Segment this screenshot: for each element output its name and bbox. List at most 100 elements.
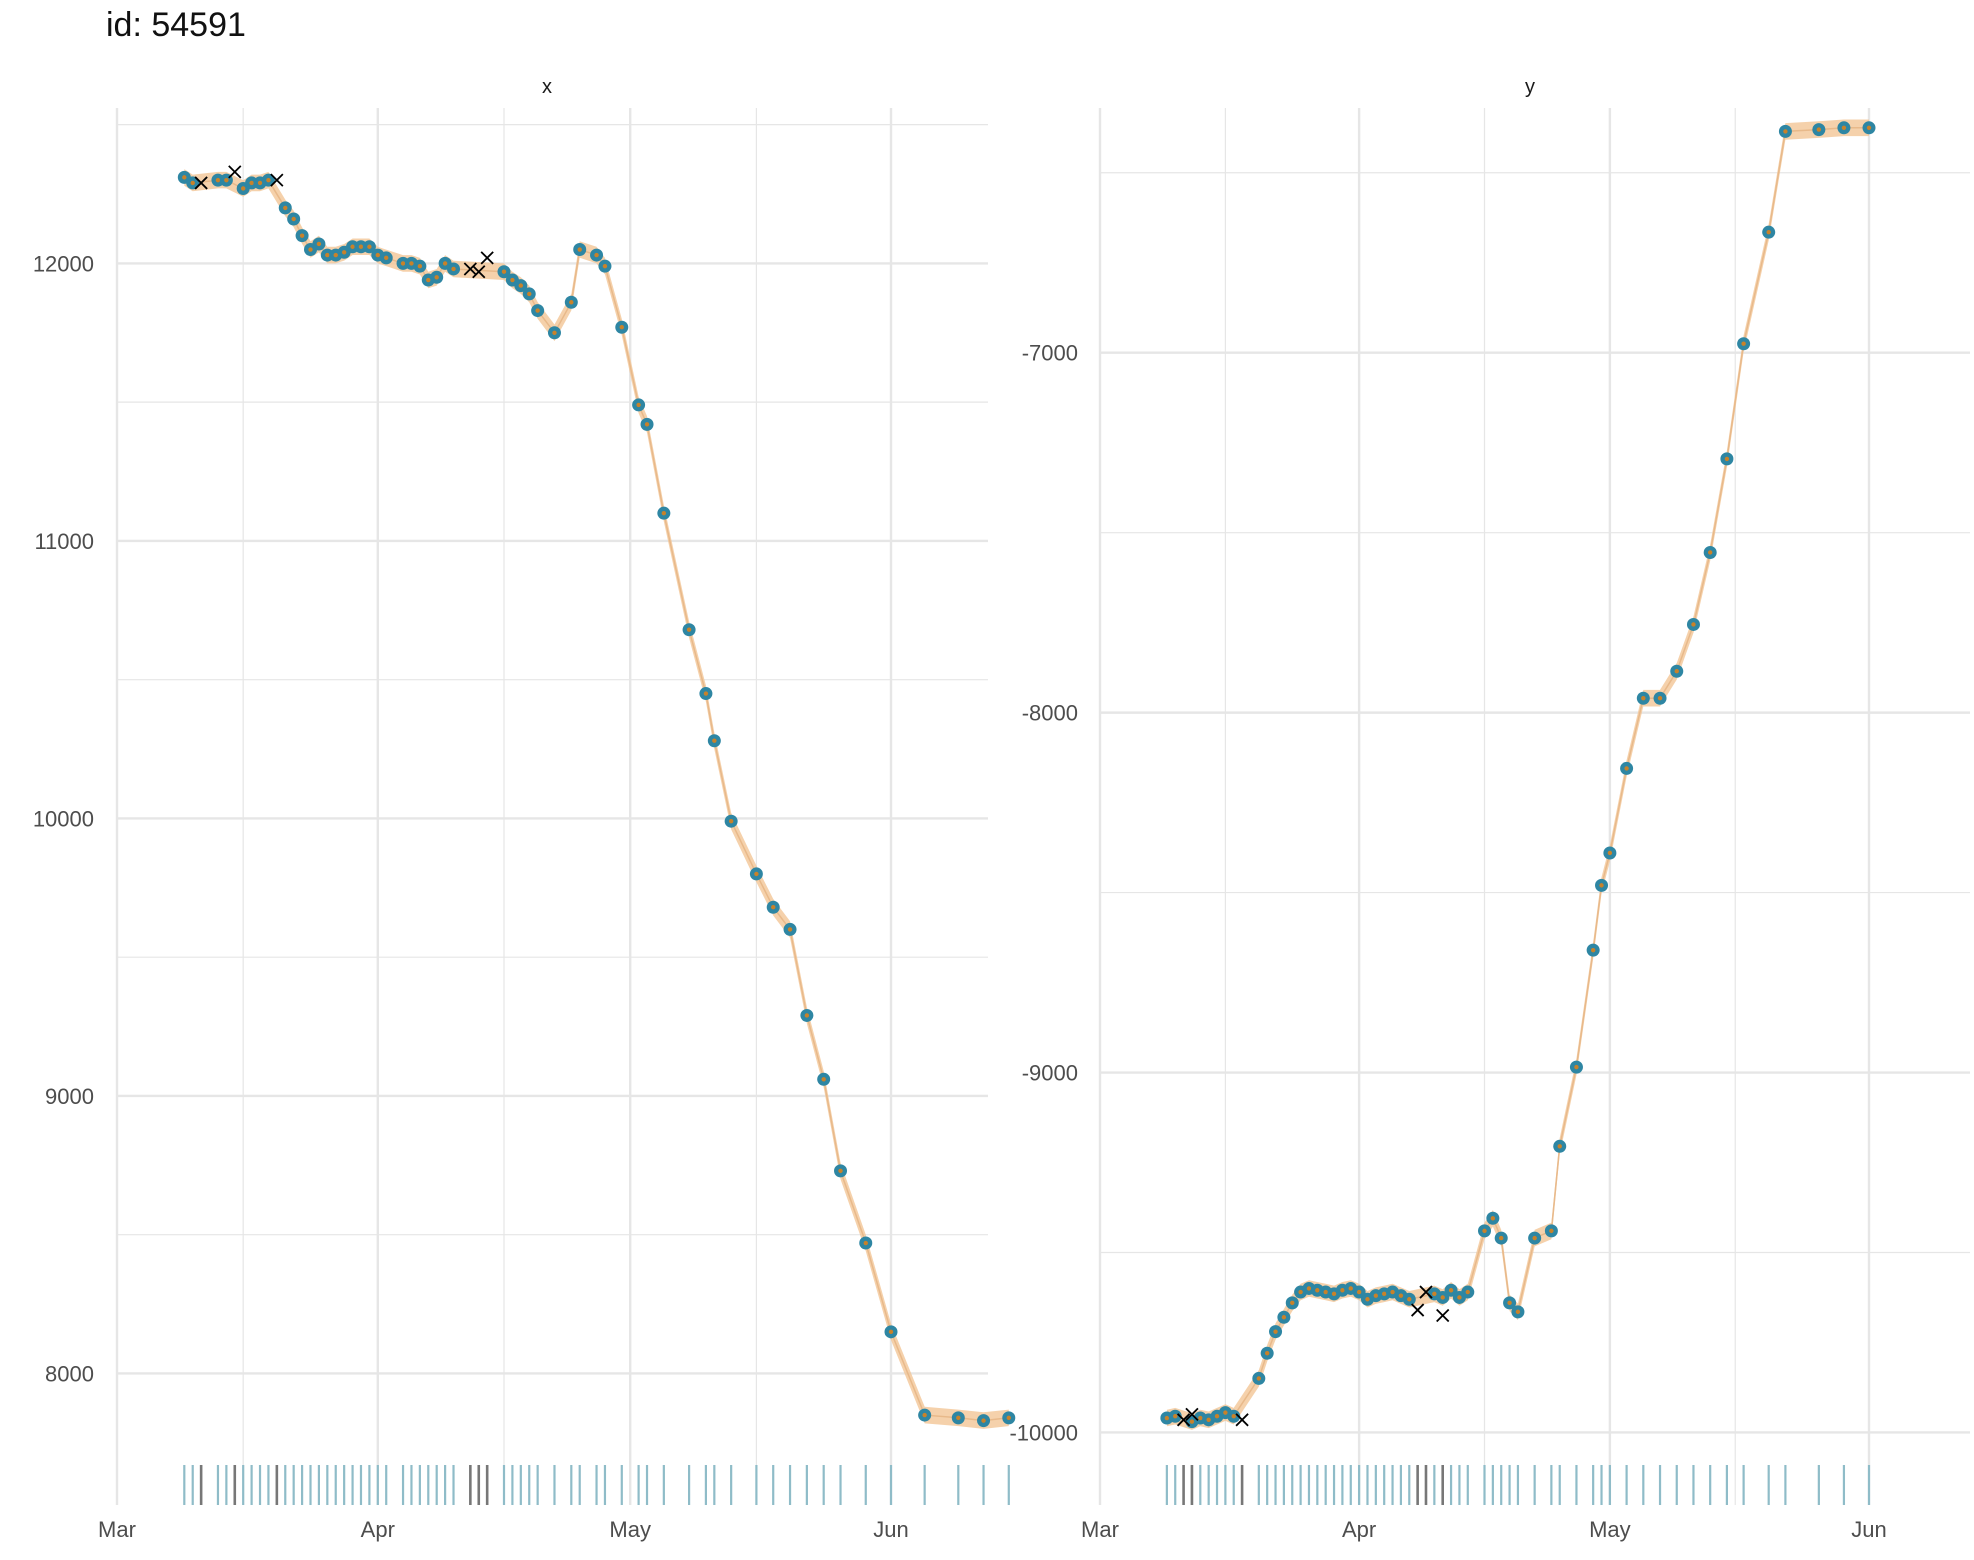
x-tick-label: May: [1589, 1517, 1631, 1542]
fitted-point: [182, 175, 187, 180]
fitted-point: [1490, 1216, 1496, 1221]
fitted-point: [804, 1013, 810, 1018]
y-tick-label: 11000: [34, 529, 94, 554]
fitted-point: [1549, 1228, 1554, 1234]
fitted-point: [1298, 1289, 1303, 1295]
fitted-point: [1198, 1415, 1203, 1421]
fitted-point: [1356, 1289, 1362, 1295]
fitted-point: [316, 241, 322, 247]
fitted-point: [1231, 1414, 1236, 1419]
fitted-point: [224, 177, 229, 183]
outlier-point: [1185, 1407, 1199, 1422]
fitted-point: [1381, 1291, 1387, 1297]
fitted-point: [1448, 1288, 1454, 1293]
fitted-point: [1006, 1415, 1011, 1421]
forecast-ribbon: [184, 169, 1009, 1429]
x-tick-label: Mar: [1081, 1517, 1119, 1542]
fitted-point: [661, 510, 667, 516]
outlier-point: [1176, 1413, 1191, 1427]
y-tick-label: -9000: [1022, 1061, 1078, 1086]
fitted-point: [1590, 947, 1596, 953]
fitted-point: [1398, 1293, 1404, 1298]
fitted-point: [215, 177, 221, 183]
fitted-point: [552, 330, 557, 335]
outlier-point: [1436, 1308, 1450, 1323]
fitted-point: [1532, 1235, 1537, 1241]
fitted-point: [341, 250, 347, 255]
fitted-point: [350, 244, 355, 249]
fitted-point: [1457, 1295, 1462, 1300]
forecast-ribbon: [1166, 119, 1869, 1430]
fitted-point: [1214, 1414, 1220, 1419]
outlier-point: [472, 265, 486, 279]
outlier-point: [1419, 1285, 1433, 1299]
fitted-point: [1306, 1286, 1312, 1291]
fitted-point: [1281, 1315, 1287, 1320]
outlier-stroke: [1436, 1308, 1450, 1323]
fitted-point: [1783, 129, 1788, 134]
fitted-point: [190, 180, 195, 186]
fitted-point: [442, 261, 448, 266]
fitted-point: [754, 871, 759, 877]
fitted-point: [535, 308, 540, 313]
fitted-point: [1407, 1297, 1412, 1302]
fitted-point: [1766, 229, 1771, 235]
fitted-point: [619, 325, 624, 330]
outlier-stroke: [1235, 1413, 1249, 1427]
fitted-point: [1465, 1289, 1470, 1295]
fitted-point: [1607, 850, 1613, 856]
fitted-point: [1173, 1414, 1178, 1419]
fitted-point: [291, 216, 296, 222]
trend-line: [1166, 127, 1869, 1423]
panel-x: x 8000 9000 10000 11000 12000 Mar Apr May Jun: [33, 76, 1016, 1542]
outlier-point: [1235, 1413, 1249, 1427]
outlier-stroke: [1419, 1285, 1433, 1299]
x-tick-label: Jun: [1851, 1517, 1886, 1542]
fitted-point: [1515, 1309, 1521, 1315]
fitted-point: [577, 247, 582, 252]
fitted-point: [728, 819, 734, 824]
fitted-point: [1315, 1288, 1320, 1293]
fitted-point: [367, 244, 372, 249]
fitted-point: [1816, 127, 1822, 132]
fitted-point: [1390, 1289, 1395, 1295]
fitted-point: [1432, 1291, 1437, 1297]
fitted-point: [863, 1240, 868, 1246]
outlier-stroke: [194, 176, 208, 190]
fitted-point: [569, 300, 574, 305]
fitted-point: [1641, 696, 1646, 701]
fitted-point: [602, 263, 608, 269]
fitted-point: [527, 291, 532, 297]
fitted-point: [426, 277, 431, 283]
fitted-point: [981, 1418, 986, 1423]
fitted-point: [1189, 1419, 1195, 1424]
fitted-point: [333, 252, 338, 258]
fitted-point: [249, 180, 254, 186]
page-title: id: 54591: [106, 6, 246, 44]
outlier-stroke: [480, 251, 494, 265]
fitted-point: [1365, 1297, 1370, 1302]
fitted-point: [821, 1077, 826, 1082]
x-tick-label: Mar: [98, 1517, 136, 1542]
fitted-point: [1482, 1228, 1487, 1234]
outlier-point: [270, 173, 284, 187]
outlier-point: [1410, 1303, 1425, 1317]
outlier-stroke: [228, 165, 242, 179]
fitted-point: [838, 1168, 843, 1174]
fitted-point: [771, 905, 776, 910]
fitted-point: [1331, 1291, 1337, 1297]
fitted-point: [1707, 550, 1713, 555]
fitted-point: [384, 255, 389, 261]
fitted-point: [409, 261, 414, 266]
outlier-stroke: [270, 173, 284, 187]
y-tick-label: -8000: [1022, 701, 1078, 726]
fitted-point: [1223, 1410, 1228, 1415]
fitted-point: [1440, 1295, 1445, 1300]
fitted-point: [1273, 1329, 1278, 1334]
outlier-stroke: [1176, 1413, 1191, 1427]
fitted-point: [308, 247, 313, 252]
fitted-point: [1574, 1064, 1579, 1070]
fitted-point: [1507, 1300, 1512, 1306]
panel-y: y -10000 -9000 -8000 -7000 Mar Apr May Jun: [1009, 76, 1970, 1542]
fitted-point: [1691, 622, 1696, 627]
